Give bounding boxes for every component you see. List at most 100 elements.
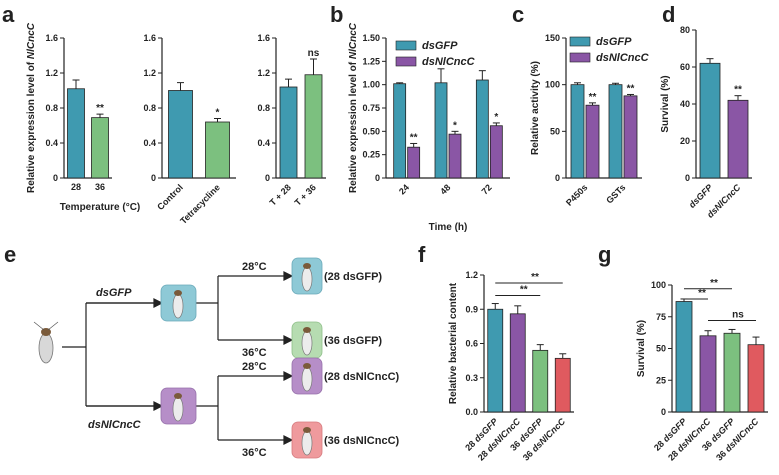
y-tick-label: 0: [151, 173, 156, 183]
bar: [509, 313, 526, 413]
y-tick-label: 0: [555, 173, 560, 183]
y-tick-label: 0.75: [362, 103, 380, 113]
panel-label-b: b: [330, 2, 343, 27]
significance-label: **: [734, 85, 742, 96]
bar: [393, 83, 407, 179]
chart-f: 0.0 0.3 0.6 0.9 1.2 Relative bacterial conten…: [448, 270, 574, 463]
outcome-28-dsnlcncc: (28 dsNlCncC): [324, 371, 400, 383]
insect-36-dsnlcncc-box: [291, 421, 323, 459]
legend-swatch: [395, 56, 417, 67]
y-tick-label: 0.4: [45, 138, 58, 148]
y-tick-label: 0: [685, 173, 690, 183]
y-axis-label-gene: NlCncC: [26, 22, 37, 59]
chart-a1: 0 0.4 0.8 1.2 1.6 Relative expression level o…: [26, 22, 140, 213]
y-tick-label: 0.4: [143, 138, 156, 148]
x-tick-label: 28: [71, 182, 81, 192]
y-axis-label: Survival (%): [660, 75, 671, 132]
y-tick-label: 1.6: [257, 33, 270, 43]
y-tick-label: 50: [550, 126, 560, 136]
y-tick-label: 50: [656, 344, 666, 354]
y-tick-label: 80: [680, 25, 690, 35]
chart-c: 0 50 100 150 Relative activity (%) ** P450s ** G…: [530, 33, 650, 208]
bracket-label: **: [531, 272, 539, 283]
legend-label: dsGFP: [422, 40, 458, 52]
bar: [727, 99, 749, 179]
x-axis-label: Temperature (°C): [60, 202, 141, 213]
bar: [168, 90, 193, 179]
y-axis-label: Relative expression level of NlCncC: [348, 22, 359, 193]
y-tick-label: 1.2: [465, 270, 478, 280]
bar: [623, 95, 638, 179]
y-axis-label: Relative activity (%): [530, 61, 541, 155]
significance-label: ns: [308, 48, 320, 59]
bar: [699, 335, 717, 413]
y-tick-label: 150: [545, 33, 560, 43]
temp-label-36-top: 36°C: [242, 347, 267, 359]
bar: [448, 133, 462, 179]
insect-dsgfp-box: [160, 284, 197, 322]
bar: [279, 86, 298, 179]
y-tick-label: 0: [661, 407, 666, 417]
bar: [91, 117, 109, 179]
y-tick-label: 1.50: [362, 33, 380, 43]
y-tick-label: 75: [656, 312, 666, 322]
panel-label-d: d: [662, 2, 675, 27]
significance-label: **: [627, 83, 635, 94]
y-tick-label: 60: [680, 62, 690, 72]
y-tick-label: 0.4: [257, 138, 270, 148]
y-tick-label: 0.3: [465, 373, 478, 383]
outcome-28-dsgfp: (28 dsGFP): [324, 271, 382, 283]
branch-label-dsnlcncc: dsNlCncC: [88, 419, 142, 431]
significance-label: **: [96, 103, 104, 114]
bracket-label: **: [520, 285, 528, 296]
x-tick-label: T + 28: [268, 182, 293, 207]
legend-label: dsGFP: [596, 36, 632, 48]
x-tick-label: 36 dsNlCncC: [714, 416, 761, 463]
bracket-label: ns: [732, 310, 744, 321]
y-tick-label: 0.50: [362, 126, 380, 136]
insect-dsnlcncc-box: [160, 387, 197, 425]
y-tick-label: 1.6: [143, 33, 156, 43]
bar: [675, 301, 693, 413]
legend-label: dsNlCncC: [422, 56, 476, 68]
bar: [585, 104, 600, 179]
outcome-36-dsgfp: (36 dsGFP): [324, 335, 382, 347]
branch-label-dsgfp: dsGFP: [96, 287, 132, 299]
legend-swatch: [395, 40, 417, 51]
x-tick-label: 72: [480, 182, 494, 196]
y-tick-label: 100: [651, 280, 666, 290]
bar: [205, 121, 230, 179]
bar: [570, 84, 585, 179]
y-tick-label: 0.8: [45, 103, 58, 113]
x-tick-label: 24: [397, 182, 411, 196]
experimental-design-diagram: dsGFP dsNlCncC 28°C 36°C 28°C 36°C: [33, 257, 400, 459]
panel-label-e: e: [4, 242, 16, 267]
y-tick-label: 1.2: [45, 68, 58, 78]
bar: [304, 74, 323, 179]
bracket-label: **: [710, 278, 718, 289]
y-tick-label: 1.6: [45, 33, 58, 43]
temp-label-28-bottom: 28°C: [242, 361, 267, 373]
bar: [67, 88, 85, 179]
chart-a2: 0 0.4 0.8 1.2 1.6 Control * Tetracycline: [143, 33, 236, 226]
bar: [407, 146, 421, 179]
y-axis-label: Survival (%): [636, 320, 647, 377]
significance-label: *: [494, 112, 498, 123]
bar: [554, 357, 571, 413]
y-tick-label: 0: [375, 173, 380, 183]
bracket-label: **: [698, 288, 706, 299]
panel-label-c: c: [512, 2, 524, 27]
bar: [489, 125, 503, 179]
x-tick-label: 36: [95, 182, 105, 192]
temp-label-28-top: 28°C: [242, 261, 267, 273]
y-tick-label: 0.25: [362, 150, 380, 160]
bar: [475, 79, 489, 179]
y-tick-label: 1.00: [362, 80, 380, 90]
x-axis-label: Time (h): [429, 222, 468, 233]
x-tick-label: GSTs: [604, 182, 627, 205]
legend-label: dsNlCncC: [596, 52, 650, 64]
y-tick-label: 0: [53, 173, 58, 183]
outcome-36-dsnlcncc: (36 dsNlCncC): [324, 435, 400, 447]
